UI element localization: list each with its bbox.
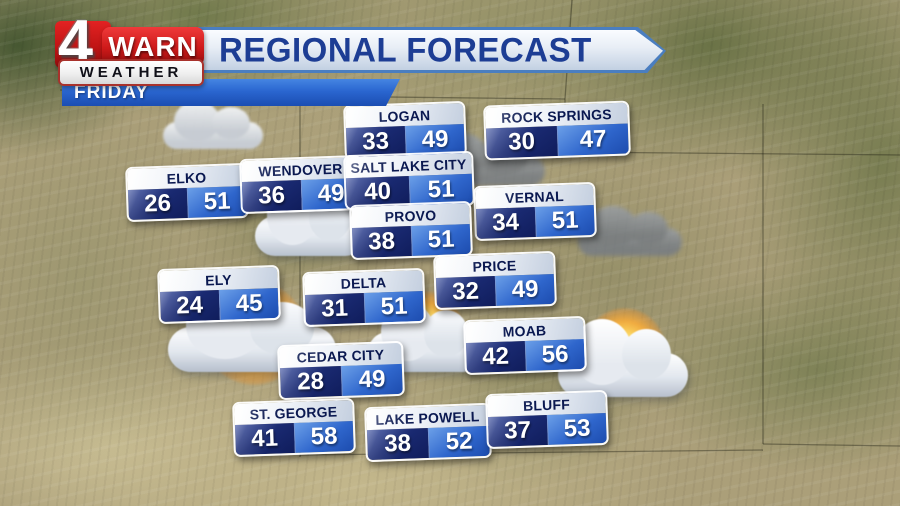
high-temperature: 53 [546,412,607,446]
temperature-row: 28 49 [279,363,403,399]
overcast-icon [578,202,682,256]
temperature-row: 26 51 [127,185,247,221]
city-card-rock-springs: ROCK SPRINGS 30 47 [483,100,631,161]
high-temperature: 45 [218,287,279,321]
low-temperature: 32 [435,276,496,309]
temperature-row: 30 47 [485,123,629,159]
city-card-st-george: ST. GEORGE 41 58 [232,397,356,458]
low-temperature: 28 [279,366,342,399]
high-temperature: 52 [427,425,490,459]
low-temperature: 38 [366,428,429,461]
high-temperature: 49 [494,273,555,307]
city-card-delta: DELTA 31 51 [302,267,426,328]
temperature-row: 38 52 [366,425,490,461]
temperature-row: 38 51 [351,223,471,259]
city-card-lake-powell: LAKE POWELL 38 52 [364,402,492,463]
city-card-vernal: VERNAL 34 51 [473,181,597,242]
low-temperature: 38 [351,226,412,259]
banner-title: REGIONAL FORECAST [219,30,592,69]
city-card-cedar-city: CEDAR CITY 28 49 [277,340,405,401]
temperature-row: 31 51 [304,290,424,326]
4warn-weather-logo: 4 WARN WEATHER [50,8,210,88]
low-temperature: 26 [127,188,188,221]
temperature-row: 32 49 [435,273,555,309]
temperature-row: 41 58 [234,420,354,456]
temperature-row: 34 51 [475,204,595,240]
cloud-icon [578,205,682,256]
low-temperature: 42 [465,341,526,374]
temperature-row: 37 53 [487,412,607,448]
high-temperature: 51 [363,290,424,324]
low-temperature: 41 [234,423,295,456]
high-temperature: 51 [186,185,247,219]
low-temperature: 34 [475,207,536,240]
city-card-provo: PROVO 38 51 [349,200,473,261]
high-temperature: 49 [340,363,403,397]
city-card-price: PRICE 32 49 [433,250,557,311]
high-temperature: 58 [293,420,354,454]
city-card-ely: ELY 24 45 [157,264,281,325]
city-card-moab: MOAB 42 56 [463,315,587,376]
low-temperature: 24 [159,290,220,323]
city-card-bluff: BLUFF 37 53 [485,389,609,450]
high-temperature: 51 [534,204,595,238]
low-temperature: 30 [485,126,558,159]
regional-forecast-banner: REGIONAL FORECAST [198,27,666,73]
temperature-row: 36 49 [241,177,361,213]
city-card-elko: ELKO 26 51 [125,162,249,223]
high-temperature: 56 [524,338,585,372]
temperature-row: 42 56 [465,338,585,374]
day-label: FRIDAY [74,81,149,103]
low-temperature: 36 [241,180,302,213]
low-temperature: 31 [304,293,365,326]
logo-weather-badge: WEATHER [58,59,204,86]
banner-inner: REGIONAL FORECAST [201,30,663,70]
high-temperature: 51 [410,223,471,257]
cloud-icon [163,100,263,149]
logo-warn-text: WARN [108,30,198,62]
cloud-icon [255,186,365,256]
temperature-row: 24 45 [159,287,279,323]
cloudy-icon [163,97,263,149]
high-temperature: 47 [556,123,629,157]
low-temperature: 37 [487,415,548,448]
logo-weather-text: WEATHER [79,64,183,81]
